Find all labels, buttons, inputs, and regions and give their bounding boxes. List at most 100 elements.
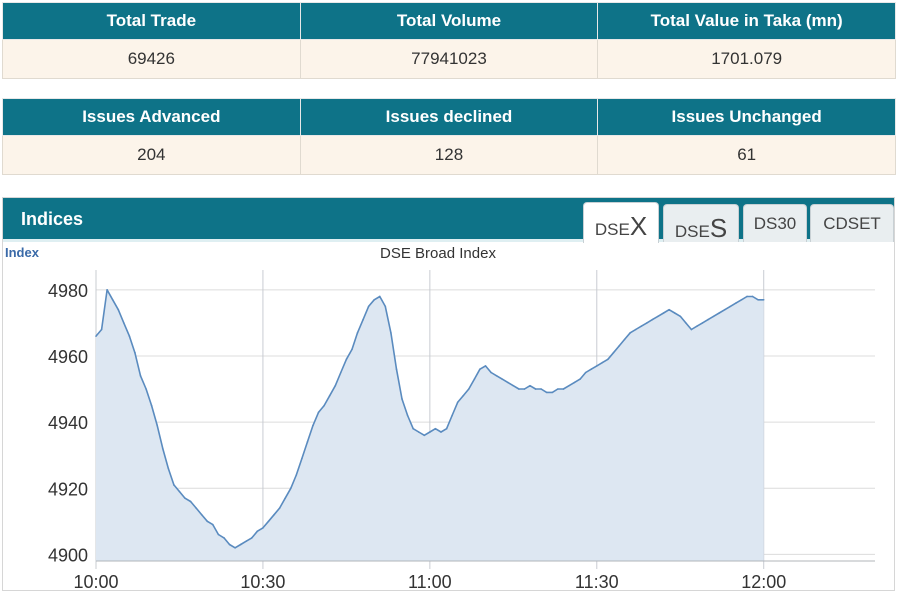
- data-point: [456, 401, 459, 404]
- data-point: [740, 298, 743, 301]
- tab-cdset[interactable]: CDSET: [810, 204, 894, 242]
- y-axis-label: Index: [5, 245, 40, 260]
- data-point: [189, 500, 192, 503]
- data-point: [751, 295, 754, 298]
- data-point: [278, 507, 281, 509]
- data-point: [239, 543, 242, 546]
- total-trade-value: 69426: [2, 39, 301, 79]
- data-point: [696, 325, 698, 328]
- data-point: [117, 308, 120, 311]
- data-point: [462, 394, 465, 397]
- data-point: [306, 441, 309, 443]
- data-point: [490, 371, 492, 374]
- data-point: [707, 318, 709, 321]
- data-point: [701, 322, 704, 324]
- data-point: [690, 328, 693, 331]
- data-point: [506, 381, 509, 384]
- data-point: [518, 388, 520, 390]
- data-point: [178, 490, 181, 493]
- data-point: [195, 507, 197, 509]
- data-point: [373, 298, 376, 301]
- chart-title: DSE Broad Index: [380, 245, 496, 262]
- data-point: [579, 378, 581, 380]
- market-summary-table: Total Trade Total Volume Total Value in …: [2, 2, 896, 79]
- data-point: [123, 322, 125, 324]
- data-point: [412, 427, 414, 430]
- data-point: [111, 298, 114, 301]
- total-value-header: Total Value in Taka (mn): [597, 2, 896, 40]
- panel-title: Indices: [21, 209, 84, 229]
- data-point: [228, 543, 231, 546]
- data-point: [657, 315, 659, 318]
- issues-unchanged-value: 61: [597, 135, 896, 175]
- indices-panel-header: Indices DSEX DSES DS30 CDSET: [3, 198, 894, 243]
- data-point: [534, 388, 537, 390]
- data-point: [173, 484, 175, 486]
- data-point: [429, 431, 431, 433]
- data-point: [273, 513, 275, 516]
- data-point: [217, 533, 220, 536]
- data-point: [328, 394, 331, 397]
- data-point: [495, 375, 498, 377]
- tab-ds30-label: DS30: [753, 214, 797, 233]
- tab-dsex-prefix: DSE: [594, 220, 630, 239]
- issues-declined-header: Issues declined: [299, 98, 599, 136]
- data-point: [646, 322, 648, 324]
- data-point: [723, 308, 726, 311]
- data-point: [161, 447, 164, 450]
- dse-broad-index-chart: DSE Broad Index Index 4900 4920 4940 4960 4980…: [5, 245, 875, 590]
- series-area: [96, 289, 764, 561]
- tab-dsex[interactable]: DSEX: [583, 202, 659, 243]
- data-point: [106, 289, 108, 291]
- data-point: [367, 305, 370, 308]
- data-point: [356, 332, 359, 334]
- data-point: [390, 332, 392, 334]
- data-point: [746, 295, 748, 298]
- x-tick-label: 12:00: [741, 572, 786, 590]
- data-point: [479, 368, 481, 371]
- tab-dses-prefix: DSE: [674, 222, 710, 241]
- data-point: [612, 351, 615, 354]
- data-point: [540, 388, 542, 390]
- data-point: [529, 384, 531, 387]
- total-volume-header: Total Volume: [299, 2, 599, 40]
- data-point: [451, 414, 453, 417]
- data-point: [323, 404, 325, 407]
- data-point: [679, 315, 682, 318]
- data-point: [584, 371, 587, 374]
- tab-ds30[interactable]: DS30: [743, 204, 807, 242]
- data-point: [640, 325, 643, 328]
- data-point: [317, 411, 320, 413]
- tab-dses[interactable]: DSES: [663, 204, 739, 243]
- data-point: [634, 328, 637, 331]
- issues-advanced-header: Issues Advanced: [2, 98, 301, 136]
- x-tick-label: 10:00: [73, 572, 118, 590]
- data-point: [245, 540, 248, 542]
- issues-declined-value: 128: [299, 135, 599, 175]
- data-point: [267, 520, 270, 523]
- data-point: [406, 414, 409, 417]
- total-volume-value: 77941023: [299, 39, 599, 79]
- data-point: [623, 338, 626, 341]
- data-point: [501, 378, 503, 380]
- data-point: [200, 513, 203, 516]
- data-point: [673, 312, 676, 314]
- data-point: [718, 312, 720, 314]
- data-point: [568, 384, 570, 387]
- data-point: [351, 348, 353, 351]
- data-point: [468, 388, 470, 390]
- data-point: [545, 391, 548, 394]
- data-point: [362, 318, 364, 321]
- data-point: [662, 312, 665, 314]
- data-point: [629, 332, 631, 334]
- tab-dses-suffix: S: [709, 213, 728, 243]
- data-point: [295, 474, 298, 476]
- data-point: [384, 305, 387, 308]
- data-point: [762, 298, 765, 301]
- total-trade-header: Total Trade: [2, 2, 301, 40]
- data-point: [301, 457, 303, 460]
- data-point: [551, 391, 554, 394]
- data-point: [440, 431, 442, 433]
- data-point: [651, 318, 654, 321]
- data-point: [434, 427, 437, 430]
